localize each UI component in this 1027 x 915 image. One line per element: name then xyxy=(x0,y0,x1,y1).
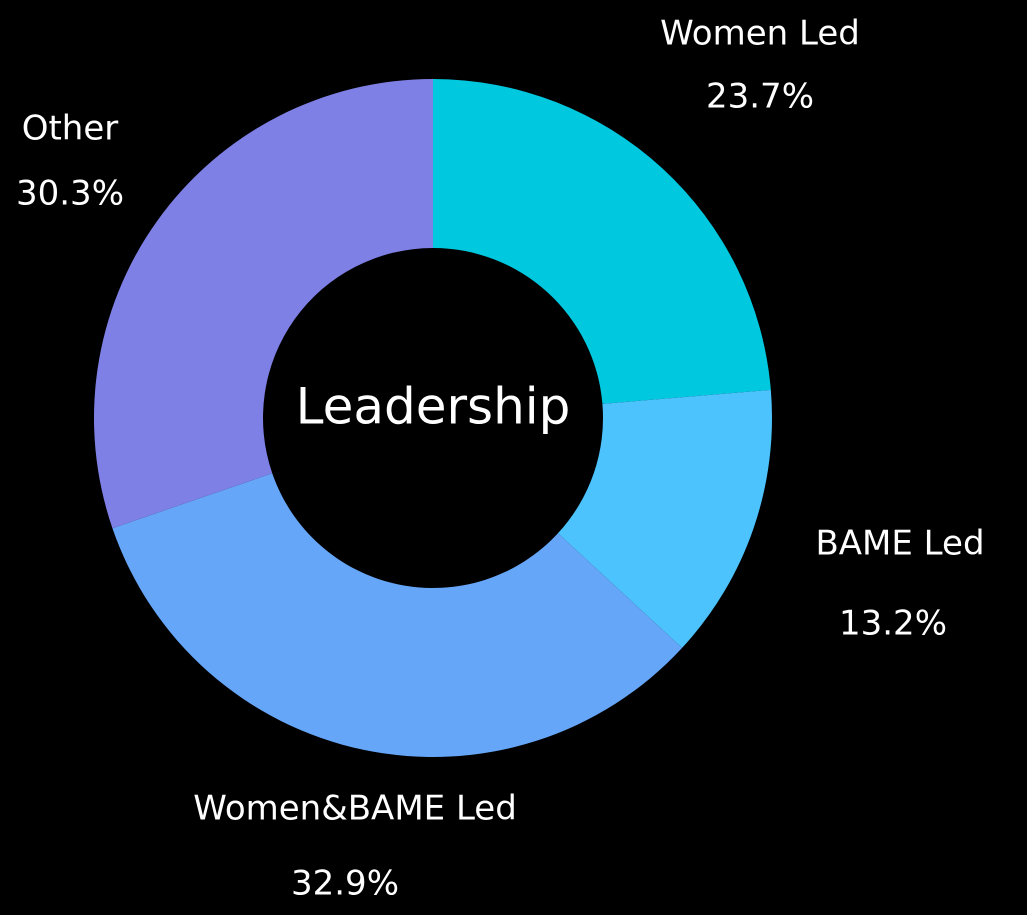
pie-slice xyxy=(112,473,683,757)
pie-slice xyxy=(433,79,771,404)
slice-value: 23.7% xyxy=(706,77,814,117)
slice-value: 32.9% xyxy=(291,864,399,904)
center-label: Leadership xyxy=(296,378,571,436)
slice-name: BAME Led xyxy=(815,524,984,564)
slice-name: Women Led xyxy=(660,14,860,54)
pie-slice xyxy=(93,79,434,529)
slice-value: 30.3% xyxy=(16,174,124,214)
slice-name: Other xyxy=(22,109,119,149)
slice-value: 13.2% xyxy=(839,604,947,644)
slice-name: Women&BAME Led xyxy=(193,789,517,829)
pie-slice xyxy=(557,389,773,648)
